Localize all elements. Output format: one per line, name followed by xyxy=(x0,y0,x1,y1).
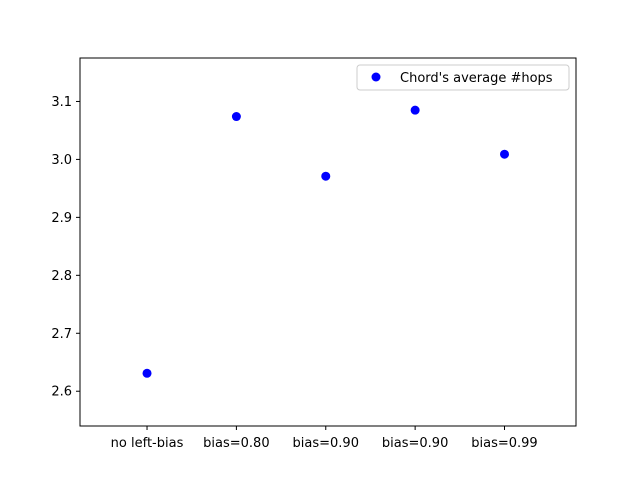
x-tick-label: bias=0.90 xyxy=(293,436,359,451)
x-tick-label: bias=0.80 xyxy=(203,436,269,451)
y-tick-label: 2.9 xyxy=(51,211,72,226)
data-point xyxy=(142,368,152,378)
y-tick-label: 3.1 xyxy=(51,95,72,110)
x-axis: no left-bias bias=0.80 bias=0.90 bias=0.90 b… xyxy=(111,426,538,451)
plot-area xyxy=(79,57,577,427)
data-point xyxy=(500,149,510,159)
data-points xyxy=(142,105,510,378)
x-tick-label: no left-bias xyxy=(111,436,184,451)
legend-box xyxy=(356,64,570,91)
y-axis: 2.6 2.7 2.8 2.9 3.0 3.1 xyxy=(51,95,80,400)
y-tick-label: 2.6 xyxy=(51,385,72,400)
y-tick-label: 2.7 xyxy=(51,327,72,342)
x-tick-label: bias=0.99 xyxy=(471,436,537,451)
x-tick-label: bias=0.90 xyxy=(382,436,448,451)
axes-frame xyxy=(79,57,577,427)
data-point xyxy=(321,171,331,181)
y-tick-label: 2.8 xyxy=(51,269,72,284)
legend-marker xyxy=(371,72,381,82)
data-point xyxy=(410,105,420,115)
data-point xyxy=(231,112,241,122)
legend-label: Chord's average #hops xyxy=(400,71,553,86)
y-tick-label: 3.0 xyxy=(51,153,72,168)
legend: Chord's average #hops xyxy=(356,64,570,91)
